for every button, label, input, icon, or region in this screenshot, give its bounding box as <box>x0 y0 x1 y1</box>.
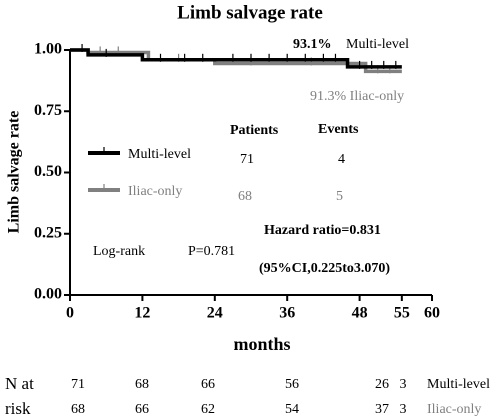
p-value: P=0.781 <box>188 244 235 259</box>
log-rank: Log-rank <box>93 244 145 259</box>
risk-count: 56 <box>285 377 299 392</box>
risk-label: risk <box>5 399 31 418</box>
chart-title: Limb salvage rate <box>177 2 323 23</box>
y-tick-label: 0.00 <box>34 286 62 303</box>
risk-count: 37 <box>375 402 389 417</box>
x-tick-label: 36 <box>279 305 295 322</box>
y-axis-label: Limb salvage rate <box>6 111 23 234</box>
y-tick-label: 0.25 <box>34 224 62 241</box>
y-tick-label: 0.75 <box>34 102 62 119</box>
end-label-value: 93.1% <box>293 37 332 52</box>
y-tick-label: 0.50 <box>34 163 62 180</box>
confidence-interval: (95%CI,0.225to3.070) <box>259 261 390 276</box>
table-cell: 4 <box>338 152 345 167</box>
x-tick-label: 48 <box>352 305 368 322</box>
risk-count: 71 <box>71 377 85 392</box>
risk-count: 66 <box>201 377 215 392</box>
risk-row-label: Multi-level <box>427 377 490 392</box>
risk-row-label: Iliac-only <box>427 402 481 417</box>
risk-count: 62 <box>201 402 215 417</box>
survival-curve <box>70 48 402 69</box>
hazard-ratio: Hazard ratio=0.831 <box>264 223 381 238</box>
end-label: 91.3% Iliac-only <box>310 89 404 104</box>
legend-label: Multi-level <box>128 147 191 162</box>
end-label: Multi-level <box>346 37 409 52</box>
x-axis-label: months <box>233 334 290 354</box>
legend-label: Iliac-only <box>128 184 182 199</box>
risk-count: 68 <box>135 377 149 392</box>
x-tick-label: 60 <box>424 305 440 322</box>
table-header: Events <box>318 122 359 137</box>
risk-count: 68 <box>71 402 85 417</box>
risk-count: 66 <box>135 402 149 417</box>
table-cell: 71 <box>240 152 254 167</box>
table-cell: 5 <box>336 189 343 204</box>
x-tick-label: 0 <box>66 305 74 322</box>
table-header: Patients <box>230 123 279 138</box>
x-tick-label: 55 <box>394 305 410 322</box>
x-tick-label: 24 <box>207 305 223 322</box>
y-tick-label: 1.00 <box>34 41 62 58</box>
risk-count: 54 <box>285 402 299 417</box>
risk-count: 26 <box>375 377 389 392</box>
x-tick-label: 12 <box>134 305 150 322</box>
risk-count: 3 <box>400 377 407 392</box>
risk-label: N at <box>5 374 34 393</box>
table-cell: 68 <box>238 189 252 204</box>
risk-count: 3 <box>400 402 407 417</box>
